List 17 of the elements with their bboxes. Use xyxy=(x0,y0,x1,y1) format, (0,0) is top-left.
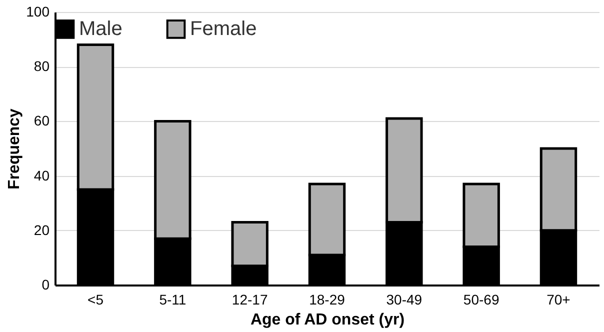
x-axis-title: Age of AD onset (yr) xyxy=(250,312,405,328)
y-tick-label: 100 xyxy=(26,4,50,20)
x-tick-label: 5-11 xyxy=(159,292,186,308)
legend-label: Male xyxy=(79,18,122,40)
legend-label: Female xyxy=(190,18,257,40)
y-tick-label: 80 xyxy=(34,58,50,74)
x-tick-label: <5 xyxy=(88,292,104,308)
y-tick-label: 40 xyxy=(34,167,50,184)
y-axis-title: Frequency xyxy=(6,108,24,190)
x-tick-label: 12-17 xyxy=(232,292,268,308)
y-tick-label: 60 xyxy=(34,112,50,129)
x-tick-label: 70+ xyxy=(546,292,570,308)
y-tick-label: 0 xyxy=(42,276,50,292)
y-tick-label: 20 xyxy=(34,222,50,238)
x-tick-label: 30-49 xyxy=(386,292,422,308)
x-tick-label: 50-69 xyxy=(463,292,500,308)
x-tick-label: 18-29 xyxy=(309,292,346,308)
